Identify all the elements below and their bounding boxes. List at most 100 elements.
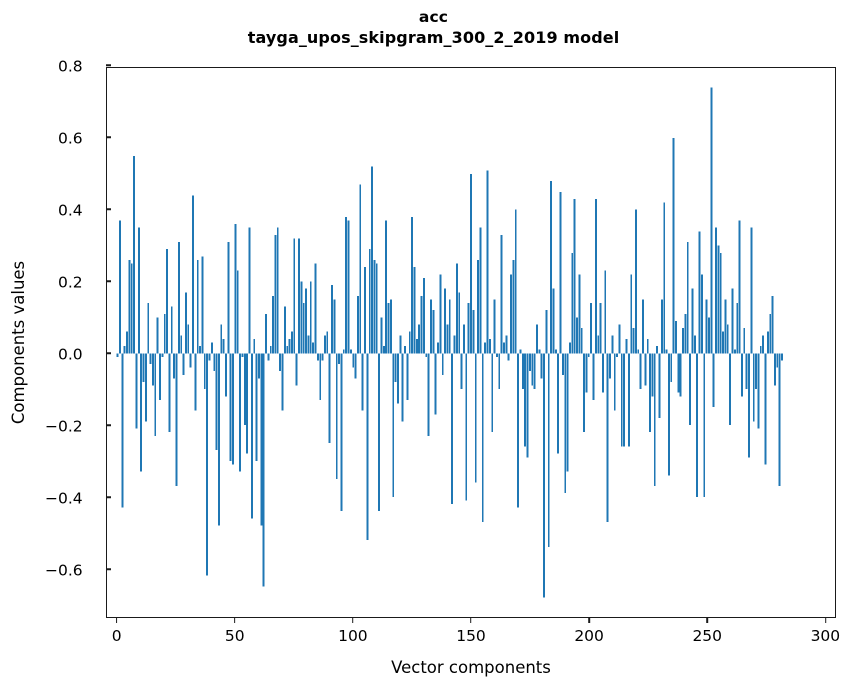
chart-title-line2: tayga_upos_skipgram_300_2_2019 model — [247, 27, 620, 47]
bar — [679, 353, 682, 397]
bar — [750, 227, 753, 354]
bar — [335, 353, 338, 479]
y-axis-tick: 0.2 — [58, 272, 111, 292]
bar — [462, 324, 465, 354]
bar — [677, 353, 680, 393]
bar — [206, 353, 209, 576]
bar — [140, 353, 143, 472]
bar — [573, 198, 576, 354]
bar — [594, 198, 597, 354]
bar — [670, 353, 673, 382]
bar — [302, 303, 305, 354]
bar — [281, 353, 284, 411]
y-axis-tick-label: 0.6 — [58, 128, 83, 147]
x-axis-tick-label: 50 — [224, 626, 245, 645]
x-axis-tick-mark — [234, 618, 236, 623]
bar — [234, 224, 237, 354]
bar — [276, 227, 279, 354]
x-axis-tick-mark — [706, 618, 708, 623]
bar — [133, 155, 136, 354]
bar — [316, 353, 319, 361]
bar — [394, 353, 397, 382]
x-axis-tick-label: 0 — [111, 626, 122, 645]
y-axis-tick-label: 0.2 — [58, 273, 83, 292]
bar — [776, 353, 779, 368]
bar — [126, 331, 128, 354]
bar — [644, 353, 647, 386]
bar — [371, 166, 373, 354]
bar — [500, 234, 503, 354]
bar — [208, 353, 211, 361]
bar — [625, 338, 628, 354]
bar — [667, 353, 670, 476]
bar — [147, 303, 150, 354]
y-axis-tick-label: 0.4 — [58, 201, 83, 219]
bar — [521, 353, 524, 390]
bar — [554, 349, 557, 354]
bar — [352, 353, 355, 368]
bar — [717, 245, 720, 354]
plot-axes — [106, 67, 836, 618]
bar — [733, 349, 736, 354]
x-axis-tick: 0 — [112, 618, 122, 645]
bar — [729, 353, 732, 426]
y-axis-tick-mark — [106, 136, 111, 138]
bar — [243, 353, 246, 426]
bar — [458, 292, 461, 354]
y-axis-tick-mark — [106, 424, 111, 426]
bar — [576, 317, 578, 354]
bar — [255, 353, 258, 461]
bar — [354, 353, 357, 379]
bar — [700, 274, 703, 354]
bar — [232, 353, 234, 465]
bar — [121, 353, 124, 508]
bar — [331, 285, 333, 354]
bar — [479, 227, 482, 354]
bar — [632, 328, 635, 354]
bar — [168, 353, 171, 433]
x-axis-title: Vector components — [106, 658, 836, 677]
bar — [411, 216, 414, 354]
bar — [387, 303, 390, 354]
bar — [510, 274, 512, 354]
bar — [566, 353, 569, 472]
bar — [434, 353, 437, 415]
bar — [533, 353, 536, 390]
x-axis-tick-mark — [824, 618, 826, 623]
bar — [203, 353, 206, 390]
bar — [189, 353, 192, 368]
bar — [460, 353, 463, 390]
y-axis-tick-mark — [106, 208, 111, 210]
bar — [170, 306, 173, 354]
bar — [375, 263, 378, 354]
x-axis-tick-label: 150 — [456, 626, 486, 645]
bar — [408, 331, 411, 354]
chart-title-line1: acc — [418, 8, 449, 26]
bar — [272, 295, 275, 354]
y-axis-tick-mark — [106, 496, 111, 498]
bar — [736, 303, 739, 354]
bar — [295, 353, 298, 386]
bar — [536, 324, 538, 354]
x-axis-tick-label: 100 — [338, 626, 368, 645]
bar — [571, 252, 574, 354]
bar — [592, 353, 595, 400]
bar — [201, 256, 204, 354]
bar — [159, 353, 161, 400]
bar — [599, 303, 602, 354]
bar — [649, 353, 651, 433]
bar — [265, 313, 267, 354]
bar — [356, 295, 359, 354]
bar — [135, 353, 138, 429]
bar — [503, 342, 505, 354]
bar — [545, 310, 548, 354]
y-axis-tick: 0.6 — [58, 127, 111, 147]
bar — [726, 324, 729, 354]
x-axis-tick: 300 — [811, 618, 840, 645]
y-axis-tick-mark — [106, 568, 111, 571]
bar — [217, 353, 220, 526]
bar — [397, 353, 399, 404]
bar — [144, 353, 147, 422]
bar — [705, 299, 708, 354]
bar — [517, 353, 520, 508]
